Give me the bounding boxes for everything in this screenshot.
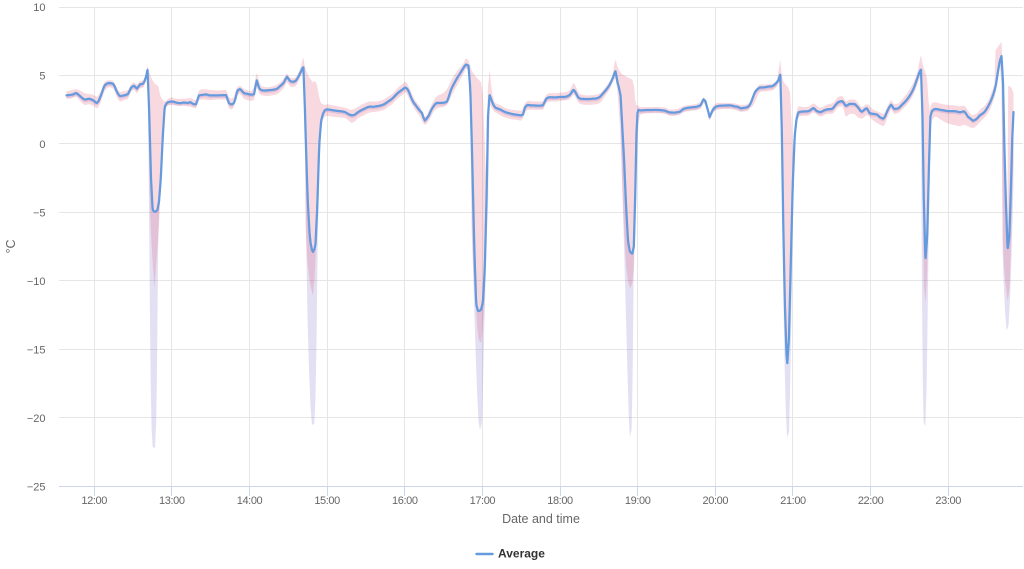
svg-text:19:00: 19:00 bbox=[625, 495, 651, 507]
svg-text:22:00: 22:00 bbox=[858, 495, 884, 507]
svg-text:14:00: 14:00 bbox=[237, 495, 263, 507]
svg-text:−5: −5 bbox=[33, 207, 46, 219]
svg-text:−10: −10 bbox=[27, 276, 46, 288]
svg-text:16:00: 16:00 bbox=[392, 495, 418, 507]
svg-text:Average: Average bbox=[498, 547, 545, 561]
svg-text:°C: °C bbox=[4, 239, 18, 253]
svg-text:13:00: 13:00 bbox=[159, 495, 185, 507]
svg-text:15:00: 15:00 bbox=[314, 495, 340, 507]
svg-text:10: 10 bbox=[33, 2, 45, 14]
svg-text:17:00: 17:00 bbox=[470, 495, 496, 507]
svg-text:20:00: 20:00 bbox=[703, 495, 729, 507]
svg-text:23:00: 23:00 bbox=[935, 495, 961, 507]
svg-text:18:00: 18:00 bbox=[547, 495, 573, 507]
svg-text:−15: −15 bbox=[27, 344, 46, 356]
svg-text:12:00: 12:00 bbox=[81, 495, 107, 507]
svg-text:5: 5 bbox=[39, 70, 45, 82]
svg-text:Date and time: Date and time bbox=[502, 512, 580, 526]
svg-text:−25: −25 bbox=[27, 481, 46, 493]
svg-text:21:00: 21:00 bbox=[780, 495, 806, 507]
svg-text:−20: −20 bbox=[27, 413, 46, 425]
svg-text:0: 0 bbox=[39, 139, 45, 151]
